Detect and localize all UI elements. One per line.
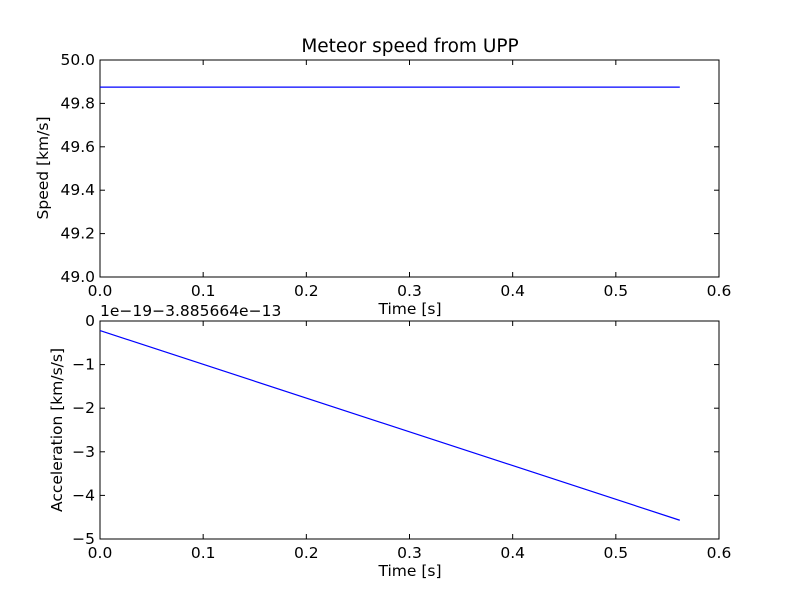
acceleration-series xyxy=(99,330,680,521)
acceleration-x-tick-label: 0.5 xyxy=(604,544,629,562)
acceleration-x-tick-label: 0.1 xyxy=(191,544,216,562)
acceleration-x-tick-label: 0.6 xyxy=(707,544,732,562)
speed-x-tick-label: 0.3 xyxy=(397,282,422,300)
speed-y-tick-label: 50.0 xyxy=(60,51,95,69)
speed-y-tick-label: 49.8 xyxy=(60,94,95,112)
acceleration-subplot: 1e−19−3.885664e−13 0.0 0.1 0.2 0.3 0.4 0.5 0.6… xyxy=(48,302,731,580)
speed-subplot: Meteor speed from UPP 0.0 0.1 0.2 0.3 0.4 0.5… xyxy=(34,36,731,318)
speed-y-tick-label: 49.0 xyxy=(60,268,95,286)
acceleration-y-tick-label: −4 xyxy=(72,486,95,504)
acceleration-x-axis-label: Time [s] xyxy=(377,562,441,580)
speed-x-tick-label: 0.0 xyxy=(88,282,113,300)
speed-y-tick-label: 49.6 xyxy=(60,138,95,156)
speed-y-tick-label: 49.2 xyxy=(60,225,95,243)
acceleration-x-tick-label: 0.0 xyxy=(88,544,113,562)
speed-y-axis-label: Speed [km/s] xyxy=(34,117,52,220)
acceleration-series-line xyxy=(99,330,680,521)
acceleration-y-tick-label: −5 xyxy=(72,530,95,548)
speed-x-tick-label: 0.1 xyxy=(191,282,216,300)
acceleration-y-tick-label: 0 xyxy=(85,312,95,330)
chart-title: Meteor speed from UPP xyxy=(301,36,518,57)
speed-x-tick-label: 0.2 xyxy=(294,282,319,300)
speed-x-ticks: 0.0 0.1 0.2 0.3 0.4 0.5 0.6 xyxy=(88,60,732,300)
acceleration-y-ticks: −5 −4 −3 −2 −1 0 xyxy=(72,312,719,548)
acceleration-y-axis-label: Acceleration [km/s/s] xyxy=(48,348,66,512)
acceleration-x-tick-label: 0.4 xyxy=(500,544,525,562)
acceleration-x-tick-label: 0.2 xyxy=(294,544,319,562)
acceleration-y-tick-label: −2 xyxy=(72,399,95,417)
speed-x-tick-label: 0.4 xyxy=(500,282,525,300)
speed-y-tick-label: 49.4 xyxy=(60,181,95,199)
speed-x-tick-label: 0.5 xyxy=(604,282,629,300)
speed-y-ticks: 49.0 49.2 49.4 49.6 49.8 50.0 xyxy=(60,51,719,286)
acceleration-y-tick-label: −3 xyxy=(72,443,95,461)
acceleration-offset-text: 1e−19−3.885664e−13 xyxy=(100,302,281,320)
acceleration-x-tick-label: 0.3 xyxy=(397,544,422,562)
speed-x-axis-label: Time [s] xyxy=(377,300,441,318)
acceleration-x-ticks: 0.0 0.1 0.2 0.3 0.4 0.5 0.6 xyxy=(88,321,732,562)
acceleration-y-tick-label: −1 xyxy=(72,356,95,374)
speed-x-tick-label: 0.6 xyxy=(707,282,732,300)
